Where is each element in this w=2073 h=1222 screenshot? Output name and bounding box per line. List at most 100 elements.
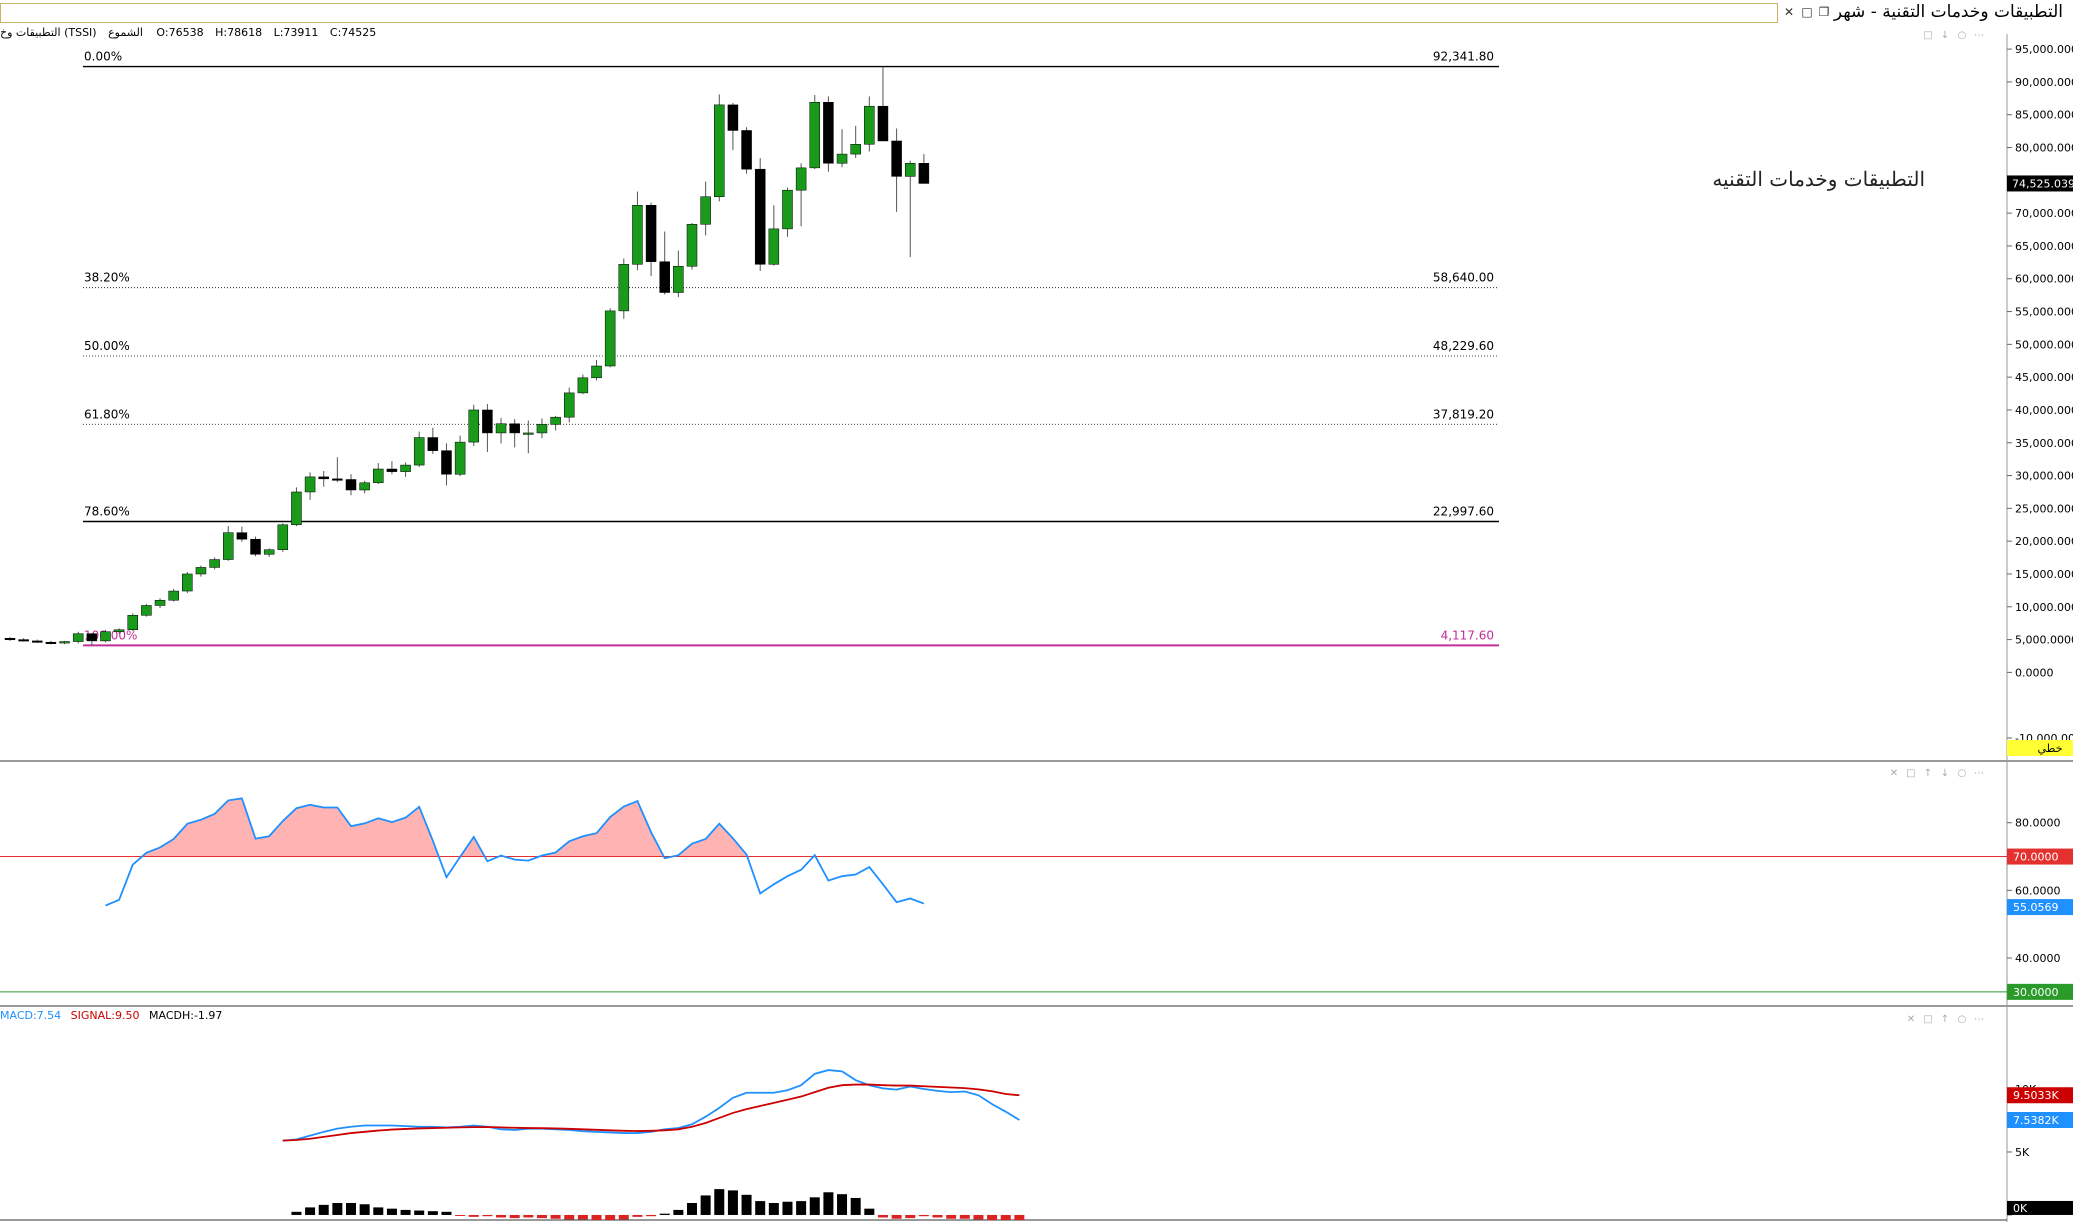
price-tick-label: 85,000.0000 — [2015, 109, 2073, 122]
macd-hist-bar-neg — [959, 1214, 970, 1219]
macd-hist-bar-pos — [727, 1190, 738, 1215]
candle-up — [304, 476, 316, 493]
rsi-tick-label: 80.0000 — [2015, 817, 2061, 830]
last-price-label: 74,525.0391 — [2012, 177, 2073, 190]
macd-hist-bar-pos — [318, 1204, 329, 1215]
panel-settings-icon[interactable]: ○ — [1958, 1014, 1967, 1025]
macd-hist-bar-neg — [564, 1214, 575, 1220]
candle-down — [659, 261, 670, 293]
candle-up — [577, 377, 589, 394]
candle-down — [236, 532, 248, 540]
macd-hist-bar-pos — [291, 1211, 302, 1215]
macd-hist-bar-pos — [796, 1201, 807, 1215]
macd-hist-bar-pos — [359, 1204, 370, 1215]
candle-up — [686, 224, 698, 267]
price-tick-label: 55,000.0000 — [2015, 306, 2073, 319]
macd-line — [282, 1069, 1020, 1142]
maximize-button[interactable]: □ — [1801, 5, 1813, 19]
panel-up-icon[interactable]: ↑ — [1941, 1014, 1949, 1025]
macd-hist-bar-pos — [864, 1208, 875, 1215]
fib-pct-label: 78.60% — [84, 505, 130, 519]
panel-down-icon[interactable]: ↓ — [1941, 30, 1949, 41]
candle-up — [864, 105, 875, 145]
macd-hist-bar-pos — [837, 1194, 848, 1215]
macd-hist-bar-neg — [523, 1214, 534, 1218]
candle-up — [618, 264, 630, 312]
signal-last-tag — [2007, 1087, 2073, 1104]
price-panel: 95,000.0000 90,000.0000 85,000.0000 80,000.… — [4, 43, 2073, 756]
panel-maximize-icon[interactable]: □ — [1906, 768, 1915, 779]
candle-up — [141, 605, 152, 616]
panel-more-icon[interactable]: ⋯ — [1974, 1014, 1984, 1025]
panel-close-icon[interactable]: ✕ — [1907, 1014, 1915, 1025]
close-button[interactable]: ✕ — [1783, 5, 1795, 19]
macd-hist-bar-neg — [632, 1214, 643, 1217]
fib-value-label: 58,640.00 — [1433, 271, 1494, 285]
chart-canvas[interactable]: □ ↓ ○ ⋯ ✕ □ ↑ ↓ ○ ⋯ ✕ □ ↑ ○ ⋯ 95,000.0000 90,000.0000 85… — [0, 26, 2073, 1222]
rsi-tick-label: 40.0000 — [2015, 952, 2061, 965]
rsi-last-label: 55.0569 — [2013, 901, 2059, 914]
panel-close-icon[interactable]: ✕ — [1890, 768, 1898, 779]
candle-down — [250, 538, 261, 555]
panel-settings-icon[interactable]: ○ — [1958, 768, 1967, 779]
panel-up-icon[interactable]: ↑ — [1924, 768, 1932, 779]
price-tick-label: 80,000.0000 — [2015, 142, 2073, 155]
panel-down-icon[interactable]: ↓ — [1941, 768, 1949, 779]
panel-maximize-icon[interactable]: □ — [1923, 30, 1932, 41]
macd-hist-bar-neg — [891, 1214, 902, 1219]
fib-value-label: 48,229.60 — [1433, 339, 1494, 353]
candle-up — [100, 631, 111, 642]
macd-hist-bar-neg — [646, 1214, 657, 1217]
restore-button[interactable]: ❐ — [1818, 5, 1830, 19]
candle-up — [400, 464, 411, 472]
watermark: التطبيقات وخدمات التقنيه — [1712, 167, 1925, 191]
candle-up — [263, 549, 275, 555]
candle-up — [523, 432, 534, 435]
fib-pct-label: 61.80% — [84, 407, 130, 421]
price-tick-label: 60,000.0000 — [2015, 273, 2073, 286]
panel-more-icon[interactable]: ⋯ — [1974, 768, 1984, 779]
candle-up — [550, 416, 561, 425]
panel-maximize-icon[interactable]: □ — [1923, 1014, 1932, 1025]
fib-value-label: 22,997.60 — [1433, 505, 1494, 519]
candle-down — [427, 437, 439, 451]
price-tick-label: 30,000.0000 — [2015, 470, 2073, 483]
candle-down — [877, 105, 889, 142]
macd-hist-bar-neg — [987, 1214, 998, 1220]
signal-last-label: 9.5033K — [2013, 1089, 2059, 1102]
macd-hist-bar-neg — [536, 1214, 547, 1219]
macd-hist-bar-neg — [918, 1214, 929, 1217]
candle-up — [563, 392, 575, 418]
candle-down — [18, 639, 29, 642]
macd-legend: MACD:7.54 SIGNAL:9.50 MACDH:-1.97 — [0, 1009, 222, 1022]
macd-hist-bar-neg — [496, 1214, 507, 1218]
macd-hist-bar-neg — [577, 1214, 588, 1220]
macd-hist-bar-neg — [1000, 1214, 1011, 1220]
open-value: O:76538 — [156, 26, 204, 39]
macd-hist-bar-pos — [809, 1197, 820, 1215]
candle-up — [373, 468, 384, 484]
candle-up — [714, 104, 725, 197]
candle-down — [45, 641, 57, 644]
macd-hist-bar-neg — [591, 1214, 602, 1220]
rsi-line — [105, 797, 925, 907]
candle-up — [182, 573, 193, 592]
candle-down — [891, 140, 902, 177]
candle-up — [291, 491, 302, 526]
candle-down — [482, 409, 493, 434]
panel-settings-icon[interactable]: ○ — [1958, 30, 1967, 41]
candle-up — [59, 641, 70, 644]
price-tick-label: 65,000.0000 — [2015, 240, 2073, 253]
rsi-oversold-label: 30.0000 — [2013, 986, 2059, 999]
candle-down — [823, 102, 834, 164]
scale-mode-label: خطي — [2038, 742, 2063, 755]
macd-hist-bar-pos — [346, 1202, 356, 1215]
macd-hist-bar-pos — [700, 1195, 711, 1215]
high-value: H:78618 — [215, 26, 263, 39]
candle-down — [86, 633, 98, 642]
macd-hist-bar-neg — [605, 1214, 616, 1220]
title-input[interactable] — [0, 3, 1778, 23]
panel-more-icon[interactable]: ⋯ — [1974, 30, 1984, 41]
macd-hist-bar-pos — [687, 1202, 697, 1215]
candle-up — [359, 482, 370, 491]
